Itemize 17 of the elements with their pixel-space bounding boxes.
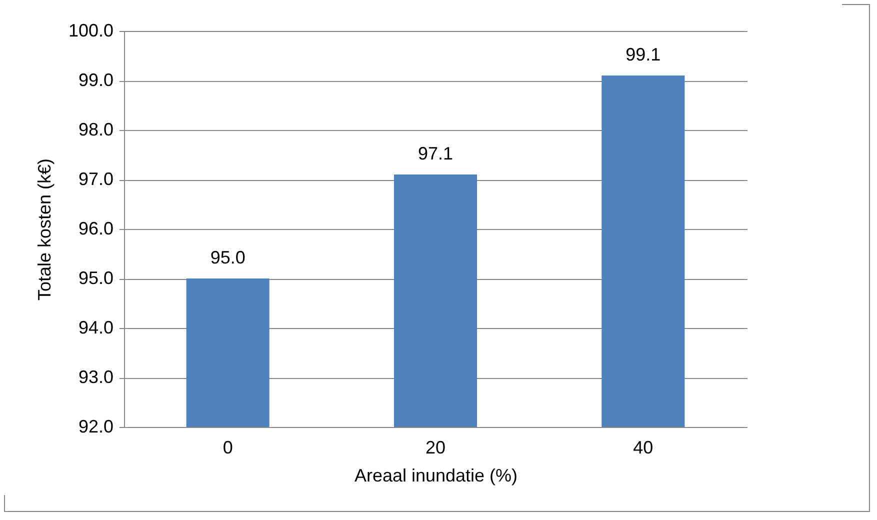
y-tick-label: 92.0 xyxy=(78,416,114,436)
y-tick-label: 96.0 xyxy=(78,218,114,238)
x-tick-label: 0 xyxy=(222,438,233,458)
x-tick-label: 40 xyxy=(633,438,654,458)
data-label: 99.1 xyxy=(626,44,661,65)
y-tick-label: 95.0 xyxy=(78,268,114,288)
y-axis-title: Totale kosten (k€) xyxy=(34,158,54,301)
data-label: 97.1 xyxy=(418,144,454,164)
y-tick-label: 97.0 xyxy=(78,169,114,189)
y-tick-label: 94.0 xyxy=(78,318,114,338)
y-tick-label: 100.0 xyxy=(68,20,114,40)
data-label: 95.0 xyxy=(210,248,246,268)
y-tick-label: 99.0 xyxy=(78,70,114,90)
y-tick-label: 98.0 xyxy=(78,120,114,140)
y-tick-label: 93.0 xyxy=(78,367,114,387)
x-axis-title: Areaal inundatie (%) xyxy=(354,466,518,486)
x-tick-label: 20 xyxy=(425,438,446,458)
